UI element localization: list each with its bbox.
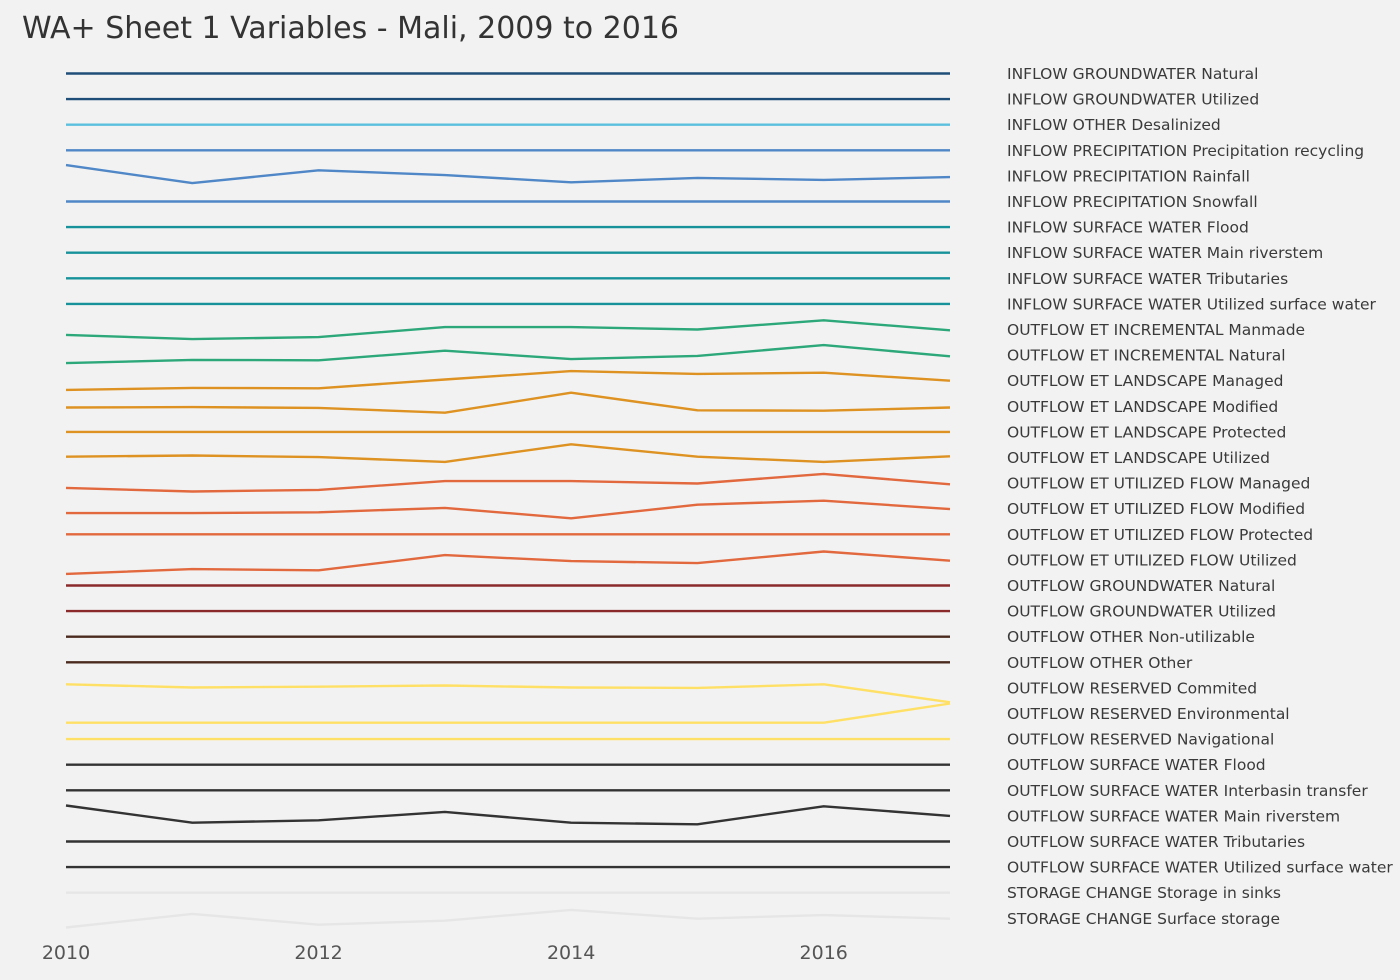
- series-line: [65, 908, 951, 929]
- legend-label: OUTFLOW ET INCREMENTAL Manmade: [1007, 321, 1305, 339]
- x-axis: 2010 2012 2014 2016: [42, 942, 848, 964]
- legend-label: OUTFLOW ET UTILIZED FLOW Utilized: [1007, 551, 1297, 569]
- series-line: [65, 319, 951, 341]
- legend-label: OUTFLOW OTHER Other: [1007, 654, 1193, 672]
- legend-label: OUTFLOW ET UTILIZED FLOW Protected: [1007, 526, 1313, 544]
- series-line: [65, 343, 951, 365]
- legend-label: INFLOW SURFACE WATER Main riverstem: [1007, 244, 1323, 262]
- legend-label: OUTFLOW ET LANDSCAPE Modified: [1007, 398, 1278, 416]
- legend-label: INFLOW PRECIPITATION Snowfall: [1007, 193, 1258, 211]
- legend-label: INFLOW GROUNDWATER Natural: [1007, 65, 1258, 83]
- legend: INFLOW GROUNDWATER Natural INFLOW GROUNDW…: [1007, 65, 1393, 928]
- legend-label: OUTFLOW SURFACE WATER Main riverstem: [1007, 807, 1340, 825]
- legend-label: OUTFLOW RESERVED Environmental: [1007, 705, 1290, 723]
- legend-label: INFLOW SURFACE WATER Flood: [1007, 219, 1249, 237]
- legend-label: INFLOW PRECIPITATION Rainfall: [1007, 167, 1250, 185]
- series-line: [65, 683, 951, 704]
- legend-label: OUTFLOW SURFACE WATER Utilized surface w…: [1007, 859, 1393, 877]
- series-layer: [65, 72, 951, 929]
- legend-label: OUTFLOW RESERVED Commited: [1007, 679, 1257, 697]
- series-line: [66, 702, 951, 724]
- legend-label: OUTFLOW GROUNDWATER Natural: [1007, 577, 1275, 595]
- legend-label: INFLOW SURFACE WATER Utilized surface wa…: [1007, 295, 1377, 313]
- series-line: [65, 391, 951, 414]
- series-line: [65, 550, 951, 576]
- chart-title: WA+ Sheet 1 Variables - Mali, 2009 to 20…: [22, 11, 679, 46]
- legend-label: OUTFLOW ET UTILIZED FLOW Managed: [1007, 475, 1310, 493]
- legend-label: INFLOW OTHER Desalinized: [1007, 116, 1221, 134]
- series-line: [66, 499, 951, 520]
- legend-label: OUTFLOW GROUNDWATER Utilized: [1007, 603, 1276, 621]
- legend-label: OUTFLOW SURFACE WATER Interbasin transfe…: [1007, 782, 1368, 800]
- legend-label: OUTFLOW SURFACE WATER Flood: [1007, 756, 1266, 774]
- series-line: [65, 369, 951, 392]
- legend-label: INFLOW PRECIPITATION Precipitation recyc…: [1007, 142, 1364, 160]
- legend-label: OUTFLOW ET LANDSCAPE Protected: [1007, 423, 1286, 441]
- legend-label: OUTFLOW RESERVED Navigational: [1007, 731, 1274, 749]
- legend-label: OUTFLOW ET LANDSCAPE Managed: [1007, 372, 1284, 390]
- legend-label: STORAGE CHANGE Storage in sinks: [1007, 884, 1281, 902]
- series-line: [65, 472, 951, 493]
- legend-label: STORAGE CHANGE Surface storage: [1007, 910, 1280, 928]
- legend-label: OUTFLOW SURFACE WATER Tributaries: [1007, 833, 1305, 851]
- x-tick-label: 2016: [800, 942, 848, 964]
- series-line: [65, 443, 951, 464]
- legend-label: INFLOW GROUNDWATER Utilized: [1007, 91, 1259, 109]
- x-tick-label: 2012: [294, 942, 342, 964]
- series-line: [65, 804, 951, 826]
- x-tick-label: 2010: [42, 942, 90, 964]
- legend-label: OUTFLOW ET UTILIZED FLOW Modified: [1007, 500, 1305, 518]
- x-tick-label: 2014: [547, 942, 595, 964]
- legend-label: OUTFLOW ET LANDSCAPE Utilized: [1007, 449, 1270, 467]
- series-line: [65, 163, 951, 185]
- legend-label: OUTFLOW OTHER Non-utilizable: [1007, 628, 1255, 646]
- legend-label: OUTFLOW ET INCREMENTAL Natural: [1007, 347, 1286, 365]
- legend-label: INFLOW SURFACE WATER Tributaries: [1007, 270, 1288, 288]
